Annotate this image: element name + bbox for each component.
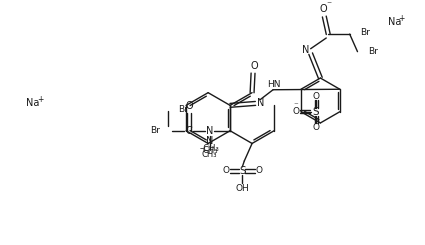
Text: S: S <box>312 107 319 117</box>
Text: O: O <box>312 92 319 101</box>
Text: CH₃: CH₃ <box>203 146 218 155</box>
Text: O: O <box>312 123 319 132</box>
Text: Na: Na <box>26 98 40 109</box>
Text: –CH₃: –CH₃ <box>200 144 219 153</box>
Text: OH: OH <box>235 184 249 193</box>
Text: N: N <box>302 45 309 55</box>
Text: HN: HN <box>267 80 281 89</box>
Text: Br: Br <box>368 47 378 56</box>
Text: Br: Br <box>178 105 188 114</box>
Text: S: S <box>239 166 246 176</box>
Text: Na: Na <box>388 17 401 27</box>
Text: O: O <box>255 166 262 175</box>
Text: N: N <box>206 126 213 136</box>
Text: O: O <box>320 4 327 14</box>
Text: ⁻: ⁻ <box>327 0 332 10</box>
Text: C: C <box>186 126 193 136</box>
Text: +: + <box>398 14 405 23</box>
Text: O: O <box>292 107 300 116</box>
Text: N: N <box>206 135 213 146</box>
Text: +: + <box>37 95 43 104</box>
Text: N: N <box>257 98 264 109</box>
Text: Br: Br <box>360 28 370 37</box>
Text: O: O <box>185 101 193 111</box>
Text: O: O <box>222 166 229 175</box>
Text: ⁻: ⁻ <box>294 101 298 110</box>
Text: CH₃: CH₃ <box>202 150 217 159</box>
Text: O: O <box>250 61 258 71</box>
Text: Br: Br <box>150 126 160 135</box>
